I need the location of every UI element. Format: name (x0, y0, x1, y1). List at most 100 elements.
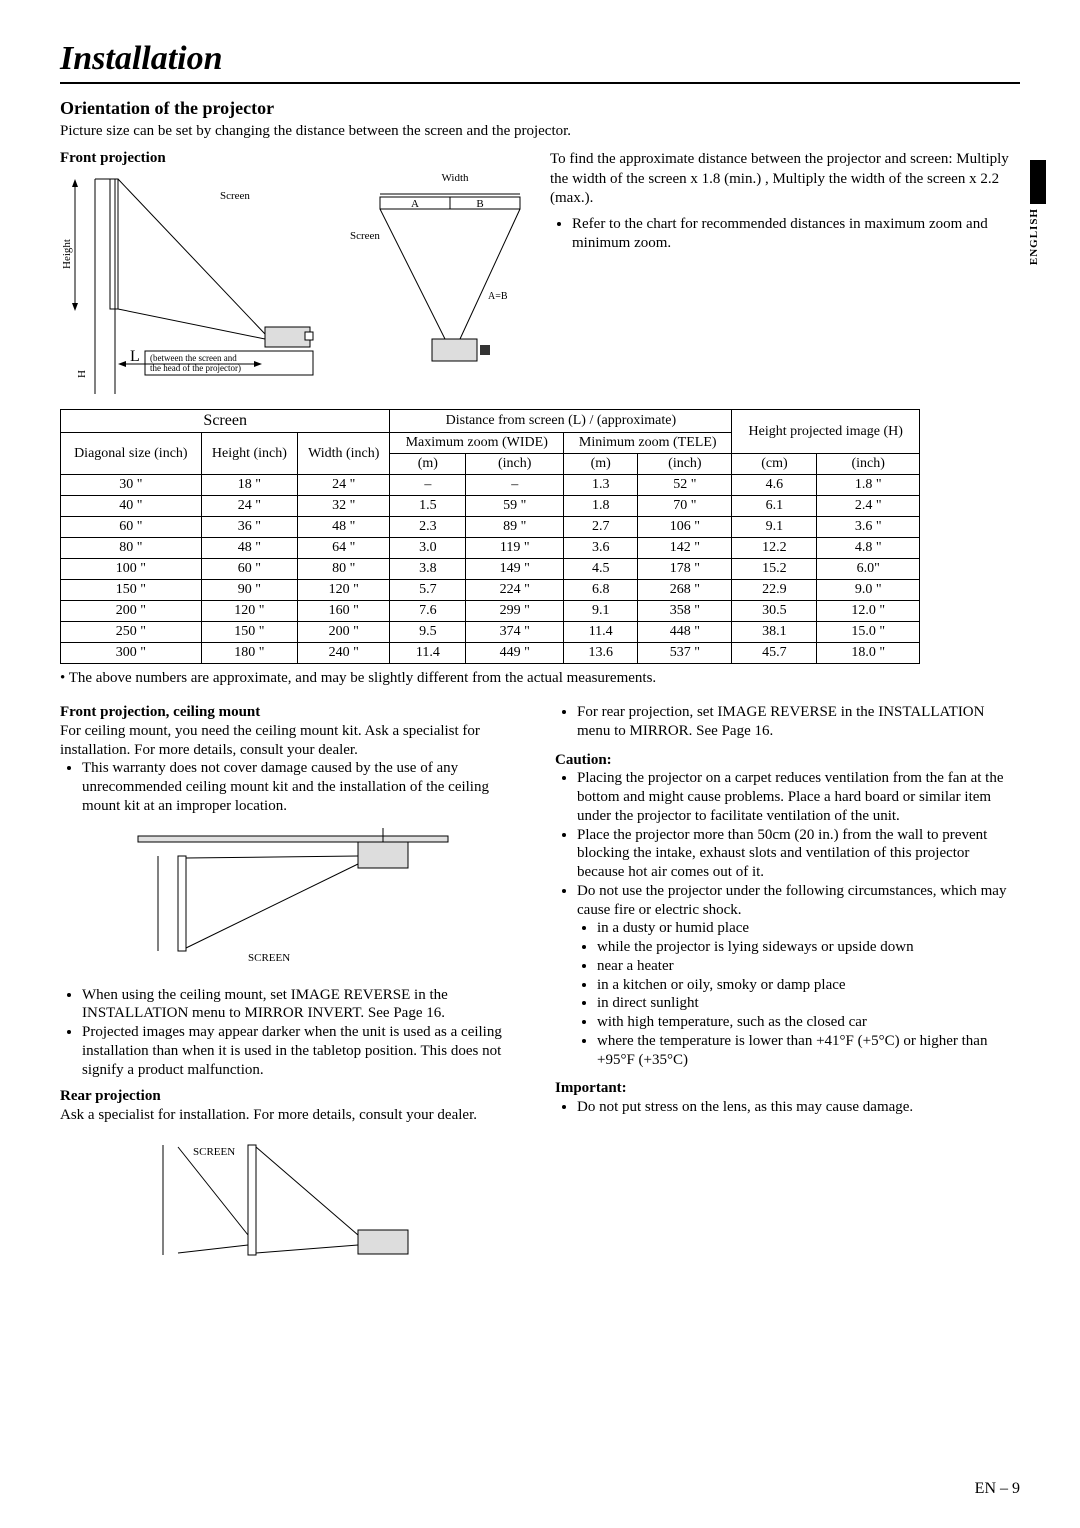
important-heading: Important: (555, 1079, 1020, 1098)
caution-sub-bullet: where the temperature is lower than +41°… (597, 1032, 1020, 1070)
table-cell: 224 " (466, 580, 564, 601)
table-cell: 3.6 (564, 538, 638, 559)
svg-text:H: H (76, 370, 88, 378)
table-cell: 60 " (61, 517, 202, 538)
table-cell: 240 " (298, 643, 390, 664)
side-tab-bar (1030, 160, 1046, 204)
table-cell: 120 " (298, 580, 390, 601)
table-cell: 1.3 (564, 475, 638, 496)
side-tab-language: ENGLISH (1028, 208, 1040, 265)
caution-sub-bullet: in a kitchen or oily, smoky or damp plac… (597, 976, 1020, 995)
table-cell: – (466, 475, 564, 496)
caution-heading: Caution: (555, 751, 1020, 770)
table-cell: 80 " (61, 538, 202, 559)
section-heading: Orientation of the projector (60, 98, 1020, 119)
svg-text:A: A (411, 198, 419, 210)
table-cell: 4.5 (564, 559, 638, 580)
table-cell: 70 " (638, 496, 732, 517)
table-cell: 120 " (201, 601, 297, 622)
th-maxzoom: Maximum zoom (WIDE) (390, 433, 564, 454)
table-row: 40 "24 "32 "1.559 "1.870 "6.12.4 " (61, 496, 920, 517)
table-cell: 4.8 " (817, 538, 920, 559)
ceiling-bullet2: When using the ceiling mount, set IMAGE … (82, 986, 525, 1024)
front-projection-label: Front projection (60, 150, 530, 167)
th-screen: Screen (61, 410, 390, 433)
table-cell: 18 " (201, 475, 297, 496)
intro-text: Picture size can be set by changing the … (60, 123, 1020, 140)
table-cell: 64 " (298, 538, 390, 559)
table-cell: 119 " (466, 538, 564, 559)
table-cell: 160 " (298, 601, 390, 622)
table-cell: 106 " (638, 517, 732, 538)
table-cell: 89 " (466, 517, 564, 538)
table-cell: 90 " (201, 580, 297, 601)
svg-text:Height: Height (61, 239, 73, 269)
table-cell: 142 " (638, 538, 732, 559)
table-cell: 6.0" (817, 559, 920, 580)
page-title: Installation (60, 40, 1020, 84)
distance-notes-text: To find the approximate distance between… (550, 150, 1020, 209)
table-cell: 537 " (638, 643, 732, 664)
table-cell: 30 " (61, 475, 202, 496)
table-cell: 24 " (201, 496, 297, 517)
table-cell: 200 " (61, 601, 202, 622)
rear-diagram: SCREEN (128, 1135, 458, 1275)
table-cell: 45.7 (732, 643, 817, 664)
table-cell: 9.1 (732, 517, 817, 538)
table-cell: 12.0 " (817, 601, 920, 622)
svg-text:Screen: Screen (350, 230, 380, 242)
table-cell: 9.0 " (817, 580, 920, 601)
th-in2: (inch) (638, 454, 732, 475)
table-cell: 178 " (638, 559, 732, 580)
table-cell: 48 " (201, 538, 297, 559)
svg-text:Width: Width (441, 172, 469, 184)
table-cell: 48 " (298, 517, 390, 538)
table-cell: 18.0 " (817, 643, 920, 664)
ceiling-bullet3: Projected images may appear darker when … (82, 1023, 525, 1079)
table-cell: 358 " (638, 601, 732, 622)
table-cell: 300 " (61, 643, 202, 664)
caution-bullet: Do not use the projector under the follo… (577, 882, 1020, 920)
table-cell: 11.4 (564, 622, 638, 643)
important-bullet: Do not put stress on the lens, as this m… (577, 1098, 1020, 1117)
rear-reverse-bullet: For rear projection, set IMAGE REVERSE i… (577, 703, 1020, 741)
caution-bullet: Placing the projector on a carpet reduce… (577, 769, 1020, 825)
table-note: The above numbers are approximate, and m… (60, 670, 1020, 687)
table-cell: 38.1 (732, 622, 817, 643)
table-cell: 6.8 (564, 580, 638, 601)
table-row: 100 "60 "80 "3.8149 "4.5178 "15.26.0" (61, 559, 920, 580)
table-cell: – (390, 475, 466, 496)
lower-left-column: Front projection, ceiling mount For ceil… (60, 703, 525, 1285)
page-number: EN – 9 (975, 1480, 1020, 1498)
table-cell: 150 " (61, 580, 202, 601)
th-diag: Diagonal size (inch) (61, 433, 202, 475)
svg-text:SCREEN: SCREEN (248, 952, 290, 964)
th-cm: (cm) (732, 454, 817, 475)
ceiling-heading: Front projection, ceiling mount (60, 703, 525, 722)
table-cell: 3.6 " (817, 517, 920, 538)
table-cell: 32 " (298, 496, 390, 517)
svg-text:(between the screen and: (between the screen and (150, 353, 237, 363)
rear-text: Ask a specialist for installation. For m… (60, 1106, 525, 1125)
caution-sub-bullet: while the projector is lying sideways or… (597, 938, 1020, 957)
th-in3: (inch) (817, 454, 920, 475)
ceiling-text: For ceiling mount, you need the ceiling … (60, 722, 525, 760)
table-cell: 2.7 (564, 517, 638, 538)
table-row: 250 "150 "200 "9.5374 "11.4448 "38.115.0… (61, 622, 920, 643)
table-row: 30 "18 "24 "––1.352 "4.61.8 " (61, 475, 920, 496)
table-cell: 9.1 (564, 601, 638, 622)
th-heightproj: Height projected image (H) (732, 410, 920, 454)
distance-notes-bullet: Refer to the chart for recommended dista… (572, 215, 1020, 254)
table-cell: 200 " (298, 622, 390, 643)
table-row: 200 "120 "160 "7.6299 "9.1358 "30.512.0 … (61, 601, 920, 622)
table-cell: 374 " (466, 622, 564, 643)
table-cell: 299 " (466, 601, 564, 622)
lower-right-column: For rear projection, set IMAGE REVERSE i… (555, 703, 1020, 1285)
ceiling-bullet1: This warranty does not cover damage caus… (82, 759, 525, 815)
table-cell: 3.0 (390, 538, 466, 559)
table-cell: 1.8 " (817, 475, 920, 496)
table-cell: 2.3 (390, 517, 466, 538)
svg-text:Screen: Screen (220, 190, 250, 202)
rear-heading: Rear projection (60, 1087, 525, 1106)
svg-text:L: L (130, 348, 140, 365)
